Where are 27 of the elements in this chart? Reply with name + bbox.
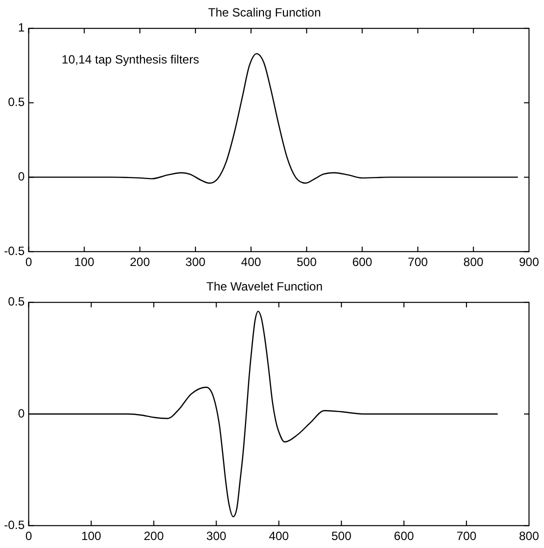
x-tick-label: 800 [518,529,540,544]
x-tick-label: 300 [206,529,227,544]
x-tick-label: 200 [144,529,164,544]
x-tick-label: 500 [331,529,352,544]
x-tick-label: 400 [241,255,262,270]
annotation: 10,14 tap Synthesis filters [62,52,200,67]
y-tick-label: 0.5 [8,294,25,309]
y-tick-label: 1 [18,20,25,35]
x-tick-label: 100 [74,255,95,270]
x-tick-label: 700 [456,529,477,544]
y-tick-label: 0.5 [8,95,25,110]
x-tick-label: 600 [394,529,414,544]
x-tick-label: 200 [130,255,150,270]
x-tick-label: 500 [296,255,317,270]
x-tick-label: 400 [268,529,290,544]
chart-title: The Wavelet Function [206,280,323,294]
x-tick-label: 300 [185,255,206,270]
y-tick-label: -0.5 [4,518,25,532]
x-tick-label: 900 [518,255,540,270]
chart-title: The Scaling Function [208,6,321,20]
x-tick-label: 700 [408,255,428,270]
x-tick-label: 800 [463,255,484,270]
y-tick-label: 0 [18,170,25,184]
y-tick-label: 0 [18,406,25,420]
x-tick-label: 100 [81,529,102,544]
y-tick-label: -0.5 [4,244,25,258]
x-tick-label: 600 [352,255,373,270]
